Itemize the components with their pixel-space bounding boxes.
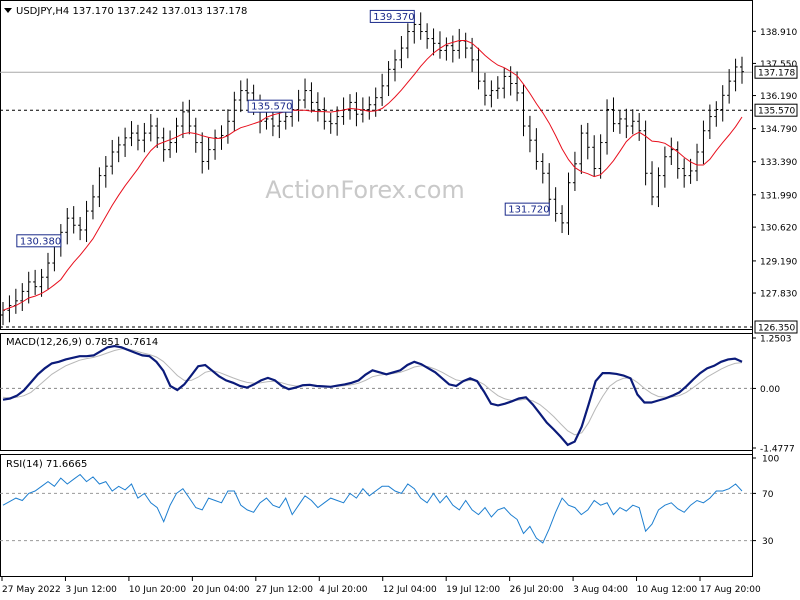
x-tick-label: 12 Jul 04:00 bbox=[383, 585, 437, 595]
level-label: 135.570 bbox=[758, 107, 795, 117]
rsi-y-tick-label: 100 bbox=[762, 455, 779, 465]
level-label-box bbox=[754, 320, 798, 334]
price-annotation-box bbox=[369, 9, 415, 23]
y-tick-label: 127.830 bbox=[760, 290, 797, 300]
price-annotation: 130.380 bbox=[20, 236, 61, 247]
x-tick-label: 4 Jul 20:00 bbox=[319, 585, 368, 595]
macd-signal-line bbox=[2, 348, 743, 436]
price-panel-frame bbox=[0, 0, 753, 330]
macd-line bbox=[2, 344, 743, 447]
x-tick-label: 10 Aug 12:00 bbox=[637, 585, 698, 595]
x-tick-label: 3 Aug 04:00 bbox=[573, 585, 628, 595]
x-tick-label: 3 Jun 12:00 bbox=[65, 585, 117, 595]
current-price-box bbox=[754, 65, 798, 79]
x-tick-label: 26 Jul 20:00 bbox=[510, 585, 564, 595]
watermark: ActionForex.com bbox=[265, 176, 465, 204]
macd-title: MACD(12,26,9) 0.7851 0.7614 bbox=[6, 337, 158, 348]
macd-y-tick-label: -1.4777 bbox=[760, 445, 795, 455]
price-annotation-box bbox=[16, 234, 62, 248]
rsi-title: RSI(14) 71.6665 bbox=[6, 459, 87, 470]
y-tick-label: 134.790 bbox=[760, 125, 797, 135]
x-tick-label: 17 Aug 20:00 bbox=[700, 585, 761, 595]
current-price-label: 137.178 bbox=[758, 69, 795, 79]
y-tick-label: 131.990 bbox=[760, 191, 797, 201]
level-label-box bbox=[754, 103, 798, 117]
level-label: 126.350 bbox=[758, 324, 795, 334]
rsi-line bbox=[2, 473, 743, 544]
price-annotation: 139.370 bbox=[373, 12, 414, 23]
x-tick-label: 10 Jun 20:00 bbox=[129, 585, 186, 595]
x-tick-label: 19 Jul 12:00 bbox=[446, 585, 500, 595]
y-tick-label: 137.550 bbox=[760, 60, 797, 70]
rsi-panel-frame bbox=[0, 454, 753, 577]
y-tick-label: 138.910 bbox=[760, 28, 797, 38]
price-annotation-box bbox=[504, 202, 550, 216]
x-tick-label: 27 May 2022 bbox=[2, 585, 61, 595]
y-tick-label: 136.190 bbox=[760, 92, 797, 102]
rsi-y-tick-label: 30 bbox=[762, 537, 774, 547]
macd-y-tick-label: 0.00 bbox=[760, 385, 780, 395]
symbol-header: USDJPY,H4 137.170 137.242 137.013 137.17… bbox=[16, 6, 247, 17]
y-tick-label: 133.390 bbox=[760, 158, 797, 168]
y-tick-label: 129.190 bbox=[760, 257, 797, 267]
moving-average-line bbox=[2, 40, 743, 311]
price-annotation: 131.720 bbox=[508, 205, 549, 216]
price-annotation-box bbox=[247, 99, 293, 113]
macd-y-tick-label: 1.2503 bbox=[760, 335, 792, 345]
price-annotation: 135.570 bbox=[251, 102, 292, 113]
x-tick-label: 27 Jun 12:00 bbox=[256, 585, 313, 595]
rsi-y-tick-label: 70 bbox=[762, 490, 774, 500]
x-tick-label: 20 Jun 04:00 bbox=[192, 585, 249, 595]
y-tick-label: 130.620 bbox=[760, 224, 797, 234]
collapse-arrow-icon[interactable] bbox=[4, 8, 12, 13]
